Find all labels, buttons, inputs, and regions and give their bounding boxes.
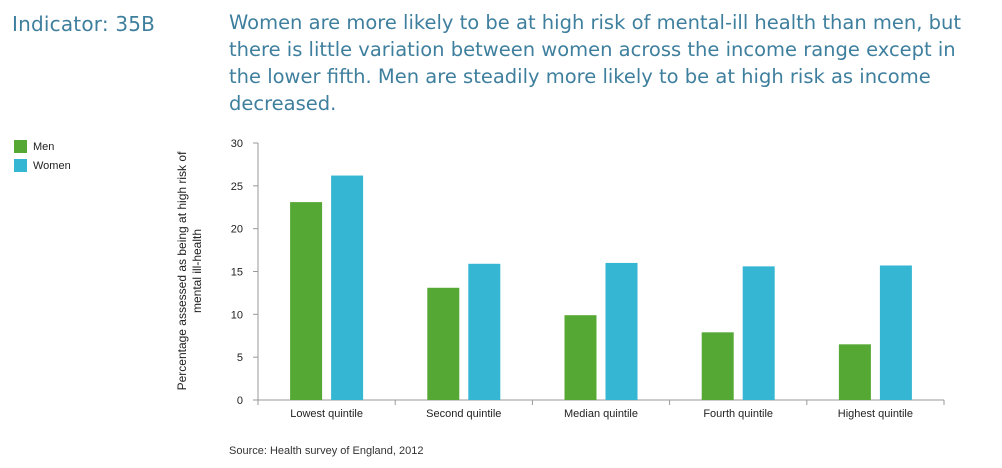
y-axis-title: Percentage assessed as being at high ris… bbox=[175, 151, 204, 390]
x-tick-label: Median quintile bbox=[564, 408, 638, 420]
y-tick-label: 10 bbox=[231, 309, 243, 321]
y-tick-label: 0 bbox=[237, 395, 243, 407]
bar-women bbox=[742, 266, 775, 400]
x-tick-label: Highest quintile bbox=[838, 408, 913, 420]
y-tick-label: 20 bbox=[231, 224, 243, 236]
bar-men bbox=[564, 315, 597, 400]
bar-women bbox=[468, 263, 501, 400]
y-tick-label: 15 bbox=[231, 267, 243, 279]
bar-men bbox=[838, 344, 871, 400]
chart-legend: Men Women bbox=[14, 137, 71, 175]
legend-swatch-women bbox=[14, 159, 27, 172]
bar-women bbox=[879, 265, 912, 400]
y-tick-label: 30 bbox=[231, 138, 243, 150]
x-tick-label: Fourth quintile bbox=[703, 408, 773, 420]
legend-swatch-men bbox=[14, 140, 27, 153]
bar-men bbox=[701, 332, 734, 400]
y-tick-label: 5 bbox=[237, 352, 243, 364]
legend-item-men: Men bbox=[14, 137, 71, 156]
indicator-label: Indicator: 35B bbox=[12, 12, 156, 36]
bar-women bbox=[605, 262, 638, 400]
bar-men bbox=[290, 202, 323, 400]
bar-men bbox=[427, 287, 460, 400]
legend-label-men: Men bbox=[33, 140, 55, 153]
x-tick-label: Lowest quintile bbox=[290, 408, 363, 420]
chart-headline: Women are more likely to be at high risk… bbox=[229, 11, 962, 115]
legend-item-women: Women bbox=[14, 156, 71, 175]
source-note: Source: Health survey of England, 2012 bbox=[229, 445, 424, 457]
y-tick-label: 25 bbox=[231, 181, 243, 193]
legend-label-women: Women bbox=[33, 159, 71, 172]
bar-women bbox=[331, 175, 364, 400]
x-tick-label: Second quintile bbox=[426, 408, 501, 420]
